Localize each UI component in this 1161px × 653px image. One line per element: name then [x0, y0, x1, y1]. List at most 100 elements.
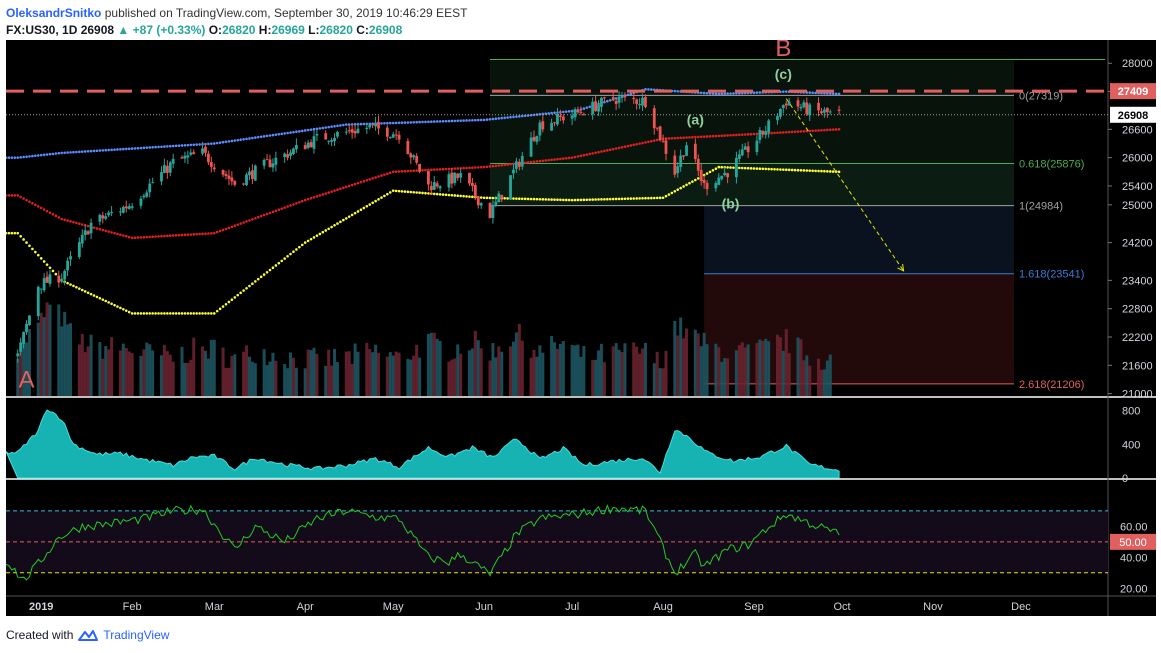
- lower-band-dot: [7, 231, 11, 235]
- volume-bar: [652, 363, 656, 396]
- price-tick-label: 25000: [1122, 200, 1153, 212]
- middle-band-dot: [54, 214, 58, 218]
- lower-band-dot: [359, 208, 363, 212]
- lower-band-dot: [28, 244, 31, 248]
- middle-band-dot: [336, 188, 339, 192]
- lower-band-dot: [764, 167, 768, 171]
- volume-bar: [101, 358, 105, 396]
- fib-zone-shade: [704, 273, 1014, 384]
- lower-band-dot: [456, 194, 460, 198]
- upper-band-dot: [453, 119, 457, 123]
- candle-body: [535, 135, 539, 142]
- middle-band-dot: [638, 142, 641, 145]
- volume-bar: [397, 352, 401, 396]
- lower-band-dot: [163, 312, 166, 315]
- middle-band-dot: [289, 204, 292, 207]
- lower-band-dot: [482, 196, 486, 200]
- volume-bar: [470, 348, 474, 396]
- volume-bar: [312, 347, 316, 396]
- lower-band-dot: [166, 312, 169, 315]
- candle-body: [324, 133, 328, 140]
- volume-bar: [350, 363, 354, 396]
- candle-body: [107, 212, 111, 216]
- volume-bar: [714, 343, 718, 396]
- upper-band-dot: [588, 105, 592, 109]
- upper-band-dot: [295, 130, 298, 134]
- lower-band-dot: [72, 284, 75, 288]
- volume-bar: [145, 342, 149, 396]
- author-link[interactable]: OleksandrSnitko: [6, 6, 102, 20]
- volume-bar: [825, 360, 829, 396]
- candle-body: [438, 186, 442, 189]
- candle-body: [538, 122, 542, 136]
- candle-body: [168, 162, 172, 173]
- candle-body: [476, 196, 480, 206]
- middle-band-dot: [447, 167, 451, 171]
- candle-body: [796, 100, 800, 107]
- volume-bar: [517, 323, 521, 396]
- candle-body: [570, 115, 574, 119]
- chart-svg[interactable]: 0(27319) 0.618(25876) 1(24984) 1.618(23541)…: [4, 35, 1156, 616]
- upper-band-dot: [271, 133, 275, 137]
- middle-band-dot: [597, 150, 600, 154]
- upper-band-dot: [274, 133, 278, 136]
- candle-body: [635, 99, 639, 104]
- middle-band-dot: [239, 222, 242, 225]
- volume-bar: [682, 338, 686, 396]
- volume-bar: [828, 354, 832, 396]
- upper-band-dot: [500, 116, 504, 120]
- volume-bar: [230, 355, 234, 396]
- middle-band-dot: [606, 149, 609, 152]
- up-arrow-icon: ▲: [117, 23, 130, 37]
- lower-band-dot: [145, 312, 149, 315]
- candle-body: [693, 143, 697, 160]
- volume-bar: [796, 337, 800, 396]
- lower-band-dot: [638, 197, 641, 200]
- lower-band-dot: [259, 275, 263, 279]
- middle-band-dot: [204, 232, 207, 235]
- lower-band-dot: [761, 167, 765, 171]
- lower-band-dot: [344, 217, 348, 220]
- date-tick-label: May: [383, 601, 404, 613]
- volume-bar: [183, 362, 187, 396]
- lower-band-dot: [793, 168, 797, 172]
- lower-band-dot: [632, 197, 636, 200]
- lower-band-dot: [142, 312, 146, 315]
- middle-band-dot: [36, 205, 40, 208]
- lower-band-dot: [720, 165, 724, 169]
- upper-band-dot: [811, 91, 814, 95]
- volume-bar: [27, 329, 31, 396]
- lower-band-dot: [415, 191, 418, 194]
- date-tick-label: Jun: [475, 601, 493, 613]
- middle-band-dot: [25, 198, 28, 202]
- candle-body: [515, 161, 518, 169]
- volume-bar: [491, 343, 495, 396]
- tradingview-brand[interactable]: TradingView: [103, 628, 170, 642]
- upper-band-dot: [309, 128, 313, 131]
- middle-band-dot: [559, 157, 562, 161]
- volume-bar: [253, 363, 257, 396]
- volume-bar: [535, 356, 539, 396]
- volume-bar: [658, 368, 662, 396]
- upper-band-dot: [124, 147, 128, 151]
- candle-body: [262, 159, 266, 166]
- chart-frame[interactable]: 0(27319) 0.618(25876) 1(24984) 1.618(23541)…: [4, 35, 1156, 616]
- upper-band-dot: [324, 126, 328, 129]
- upper-band-dot: [215, 141, 219, 145]
- candle-body: [764, 131, 768, 135]
- upper-band-dot: [447, 119, 451, 123]
- volume-bar: [36, 322, 40, 396]
- upper-band-dot: [221, 140, 225, 144]
- upper-band-dot: [497, 117, 501, 120]
- middle-band-dot: [224, 227, 228, 231]
- middle-band-dot: [39, 206, 43, 210]
- volume-bar: [655, 351, 659, 396]
- upper-band-dot: [333, 124, 336, 128]
- upper-band-dot: [130, 147, 134, 150]
- upper-band-dot: [735, 92, 738, 95]
- volume-bar: [459, 353, 463, 396]
- volume-bar: [333, 348, 337, 396]
- volume-bar: [611, 346, 615, 396]
- lower-band-dot: [69, 283, 72, 286]
- candle-body: [620, 96, 624, 98]
